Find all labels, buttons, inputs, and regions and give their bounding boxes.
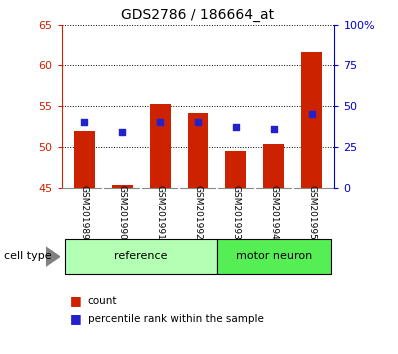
Point (81, 120, 88, 125)
Text: reference: reference (115, 251, 168, 261)
Text: count: count (88, 296, 117, 306)
Text: motor neuron: motor neuron (236, 251, 312, 261)
Bar (187, 113, 209, 188)
FancyBboxPatch shape (217, 239, 330, 274)
Text: GSM201995: GSM201995 (307, 185, 316, 240)
Point (157, 120, 163, 125)
FancyBboxPatch shape (66, 239, 217, 274)
Title: GDS2786 / 186664_at: GDS2786 / 186664_at (121, 8, 275, 22)
Bar (301, 52, 322, 188)
Text: GSM201992: GSM201992 (193, 185, 203, 240)
Point (308, 112, 315, 117)
Text: GSM201993: GSM201993 (231, 185, 240, 240)
Point (271, 126, 277, 132)
Point (233, 124, 239, 130)
Bar (225, 151, 246, 188)
Text: GSM201994: GSM201994 (269, 185, 278, 240)
Text: ■: ■ (70, 312, 82, 325)
Point (195, 119, 201, 125)
Text: ■: ■ (70, 295, 82, 307)
Text: cell type: cell type (4, 251, 52, 261)
Bar (150, 104, 171, 188)
Text: GSM201989: GSM201989 (80, 185, 89, 240)
Bar (263, 144, 284, 188)
Text: GSM201990: GSM201990 (118, 185, 127, 240)
Text: percentile rank within the sample: percentile rank within the sample (88, 314, 263, 324)
Bar (112, 185, 133, 188)
Bar (74, 131, 95, 188)
Text: GSM201991: GSM201991 (156, 185, 165, 240)
Point (119, 130, 125, 135)
Polygon shape (46, 247, 60, 266)
